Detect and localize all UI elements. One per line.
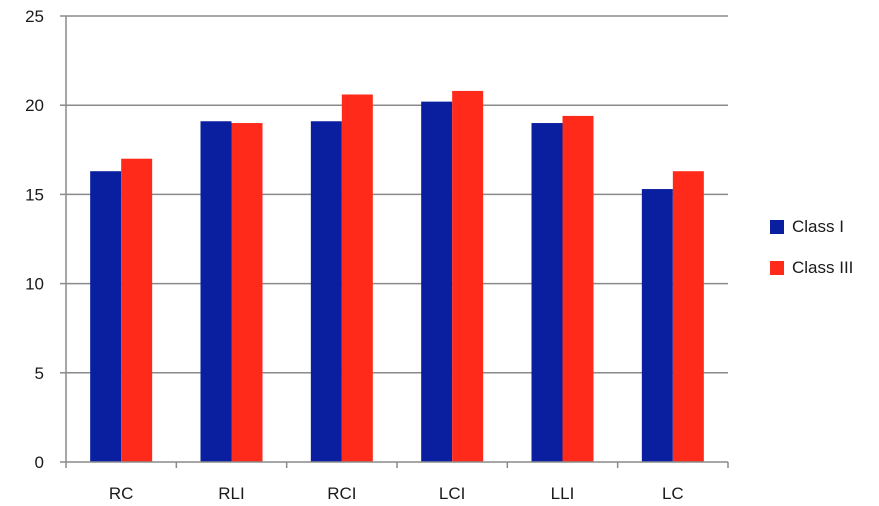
gridlines bbox=[66, 15, 728, 374]
bar-class-i-lc bbox=[641, 189, 673, 462]
y-tick-label-15: 15 bbox=[25, 185, 44, 204]
bar-class-iii-lli bbox=[562, 115, 594, 463]
x-tick-labels: RC RLI RCI LCI LLI LC bbox=[109, 484, 684, 503]
y-tick-label-10: 10 bbox=[25, 275, 44, 294]
x-tick-label-lli: LLI bbox=[551, 484, 575, 503]
y-tick-label-20: 20 bbox=[25, 96, 44, 115]
legend-swatch-class-iii bbox=[770, 261, 784, 275]
axes bbox=[60, 15, 729, 468]
legend-item-class-iii: Class III bbox=[770, 257, 853, 279]
y-tick-label-0: 0 bbox=[35, 453, 44, 472]
legend: Class I Class III bbox=[770, 216, 853, 298]
legend-label-class-iii: Class III bbox=[792, 258, 854, 277]
bar-class-i-rli bbox=[200, 121, 232, 463]
legend-label-class-i: Class I bbox=[792, 217, 844, 236]
legend-swatch-class-i bbox=[770, 220, 784, 234]
x-tick-label-rc: RC bbox=[109, 484, 134, 503]
y-tick-labels: 0 5 10 15 20 25 bbox=[25, 7, 44, 472]
bar-class-iii-rc bbox=[121, 158, 153, 462]
bar-class-i-lci bbox=[421, 101, 453, 462]
legend-item-class-i: Class I bbox=[770, 216, 853, 238]
bar-class-i-rc bbox=[90, 171, 122, 462]
bar-class-iii-rci bbox=[341, 94, 373, 462]
bar-class-iii-rli bbox=[231, 123, 263, 462]
bar-class-iii-lc bbox=[672, 171, 704, 462]
y-tick-label-25: 25 bbox=[25, 7, 44, 26]
bar-class-i-rci bbox=[310, 121, 342, 463]
x-tick-label-lci: LCI bbox=[439, 484, 465, 503]
x-tick-label-rli: RLI bbox=[218, 484, 244, 503]
x-tick-label-lc: LC bbox=[662, 484, 684, 503]
x-tick-label-rci: RCI bbox=[327, 484, 356, 503]
y-tick-label-5: 5 bbox=[35, 364, 44, 383]
bar-class-i-lli bbox=[531, 123, 563, 462]
bars bbox=[90, 90, 704, 463]
bar-class-iii-lci bbox=[452, 90, 484, 462]
